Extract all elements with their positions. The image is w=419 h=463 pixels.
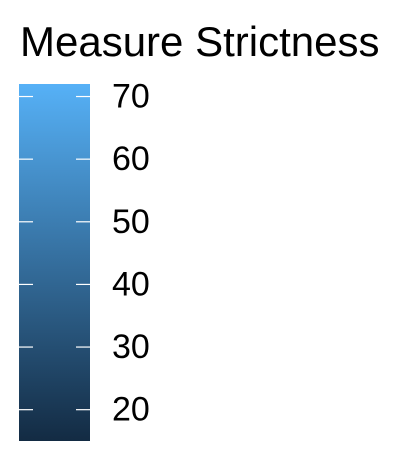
- colorbar-gradient-bar: [19, 84, 90, 441]
- tick-label-60: 60: [112, 140, 150, 178]
- tick-label-70: 70: [112, 78, 150, 116]
- colorbar-ticks: 20 30 40 50 60 70: [19, 78, 150, 429]
- tick-label-40: 40: [112, 265, 150, 303]
- tick-label-20: 20: [112, 391, 150, 429]
- tick-label-50: 50: [112, 203, 150, 241]
- tick-label-30: 30: [112, 328, 150, 366]
- legend-title: Measure Strictness: [20, 18, 379, 65]
